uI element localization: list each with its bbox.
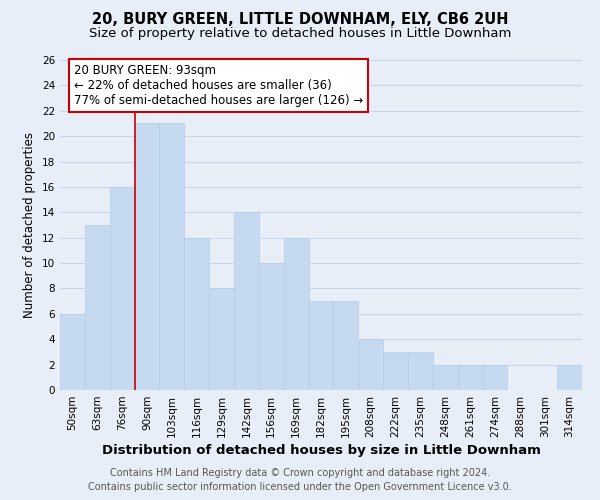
Y-axis label: Number of detached properties: Number of detached properties bbox=[23, 132, 37, 318]
Bar bbox=[557, 364, 582, 390]
Bar bbox=[482, 364, 508, 390]
Bar bbox=[284, 238, 308, 390]
Bar bbox=[184, 238, 209, 390]
X-axis label: Distribution of detached houses by size in Little Downham: Distribution of detached houses by size … bbox=[101, 444, 541, 457]
Bar bbox=[458, 364, 482, 390]
Text: 20, BURY GREEN, LITTLE DOWNHAM, ELY, CB6 2UH: 20, BURY GREEN, LITTLE DOWNHAM, ELY, CB6… bbox=[92, 12, 508, 28]
Bar bbox=[259, 263, 284, 390]
Bar bbox=[358, 339, 383, 390]
Bar bbox=[110, 187, 134, 390]
Bar bbox=[234, 212, 259, 390]
Text: Size of property relative to detached houses in Little Downham: Size of property relative to detached ho… bbox=[89, 28, 511, 40]
Bar bbox=[134, 124, 160, 390]
Bar bbox=[433, 364, 458, 390]
Bar bbox=[209, 288, 234, 390]
Text: 20 BURY GREEN: 93sqm
← 22% of detached houses are smaller (36)
77% of semi-detac: 20 BURY GREEN: 93sqm ← 22% of detached h… bbox=[74, 64, 363, 107]
Text: Contains HM Land Registry data © Crown copyright and database right 2024.
Contai: Contains HM Land Registry data © Crown c… bbox=[88, 468, 512, 492]
Bar bbox=[160, 124, 184, 390]
Bar bbox=[383, 352, 408, 390]
Bar bbox=[408, 352, 433, 390]
Bar bbox=[334, 301, 358, 390]
Bar bbox=[308, 301, 334, 390]
Bar bbox=[60, 314, 85, 390]
Bar bbox=[85, 225, 110, 390]
